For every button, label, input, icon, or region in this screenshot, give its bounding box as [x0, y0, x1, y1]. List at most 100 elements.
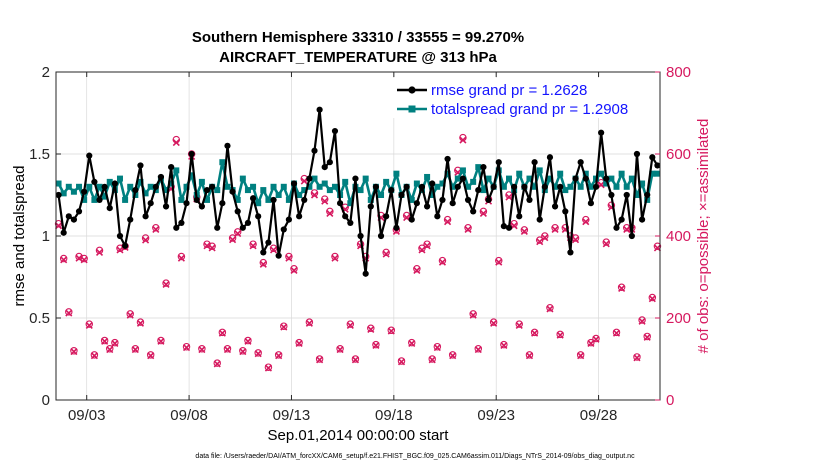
- rmse-point: [142, 213, 149, 220]
- obs-assimilated-marker: [479, 209, 487, 218]
- rmse-point: [347, 219, 354, 226]
- obs-assimilated-marker: [264, 364, 272, 372]
- x-tick-label: 09/03: [68, 407, 106, 424]
- rmse-point: [475, 186, 482, 194]
- totalspread-point: [342, 178, 349, 185]
- obs-assimilated-marker: [208, 244, 216, 252]
- x-tick-label: 09/18: [375, 407, 413, 424]
- obs-assimilated-marker: [111, 339, 119, 347]
- totalspread-point: [598, 170, 605, 177]
- rmse-point: [116, 232, 124, 240]
- totalspread-point: [613, 183, 620, 190]
- obs-assimilated-marker: [152, 225, 160, 234]
- obs-assimilated-marker: [249, 242, 257, 250]
- totalspread-point: [306, 183, 313, 190]
- rmse-point: [326, 159, 333, 166]
- obs-assimilated-marker: [326, 209, 334, 218]
- obs-possible-marker: [233, 228, 242, 236]
- rmse-point: [65, 213, 72, 220]
- totalspread-point: [301, 187, 308, 194]
- obs-assimilated-marker: [116, 246, 124, 254]
- obs-assimilated-marker: [602, 240, 610, 248]
- obs-possible-marker: [387, 326, 396, 335]
- rmse-point: [147, 200, 154, 207]
- obs-possible-marker: [141, 234, 150, 242]
- obs-possible-marker: [515, 320, 523, 328]
- obs-possible-marker: [556, 330, 564, 339]
- rmse-point: [633, 150, 641, 158]
- y-right-tick-label: 400: [666, 228, 691, 245]
- obs-assimilated-marker: [321, 197, 329, 205]
- obs-assimilated-marker: [525, 352, 534, 360]
- rmse-point: [454, 183, 461, 190]
- y-axis-label: rmse and totalspread: [11, 166, 28, 307]
- obs-possible-marker: [551, 224, 559, 232]
- rmse-point: [424, 203, 431, 210]
- rmse-point: [178, 219, 185, 226]
- obs-possible-marker: [228, 234, 237, 242]
- obs-assimilated-marker: [259, 260, 267, 268]
- obs-assimilated-marker: [413, 266, 421, 275]
- rmse-point: [521, 183, 528, 190]
- obs-possible-marker: [75, 252, 83, 261]
- rmse-point: [495, 159, 502, 166]
- obs-assimilated-marker: [551, 225, 559, 234]
- obs-possible-marker: [561, 224, 570, 232]
- obs-assimilated-marker: [142, 236, 150, 244]
- rmse-point: [582, 175, 589, 182]
- obs-assimilated-marker: [571, 236, 580, 244]
- totalspread-point: [285, 196, 292, 203]
- totalspread-point: [562, 187, 569, 194]
- totalspread-point: [434, 183, 441, 190]
- totalspread-point: [475, 164, 482, 171]
- rmse-point: [229, 188, 236, 195]
- rmse-point: [183, 200, 190, 207]
- obs-assimilated-marker: [444, 218, 452, 226]
- totalspread-point: [526, 175, 533, 182]
- totalspread-point: [296, 192, 303, 198]
- obs-assimilated-marker: [229, 236, 237, 244]
- totalspread-point: [198, 178, 205, 185]
- rmse-point: [490, 183, 497, 190]
- totalspread-point: [96, 183, 103, 190]
- rmse-point: [86, 152, 93, 159]
- rmse-point: [587, 200, 594, 207]
- obs-assimilated-marker: [633, 354, 641, 362]
- rmse-point: [137, 162, 144, 169]
- obs-possible-marker: [474, 344, 483, 353]
- obs-assimilated-marker: [556, 331, 564, 339]
- x-axis-label: Sep.01,2014 00:00:00 start: [268, 427, 450, 444]
- obs-assimilated-marker: [459, 136, 467, 144]
- obs-possible-marker: [259, 258, 268, 267]
- obs-possible-marker: [638, 316, 646, 324]
- obs-possible-marker: [213, 359, 221, 367]
- rmse-point: [418, 183, 426, 190]
- obs-assimilated-marker: [54, 222, 63, 230]
- rmse-point: [209, 183, 216, 190]
- rmse-point: [106, 205, 113, 212]
- rmse-point: [296, 213, 303, 220]
- totalspread-point: [639, 180, 646, 187]
- obs-possible-marker: [602, 238, 611, 246]
- totalspread-point: [204, 196, 210, 203]
- obs-assimilated-marker: [520, 227, 528, 236]
- y-tick-label: 1: [42, 228, 50, 245]
- totalspread-point: [55, 180, 62, 187]
- rmse-point: [654, 162, 661, 169]
- totalspread-point: [101, 193, 108, 200]
- totalspread-point: [116, 175, 123, 182]
- rmse-point: [572, 175, 579, 182]
- obs-assimilated-marker: [500, 341, 508, 350]
- obs-possible-marker: [633, 353, 641, 361]
- rmse-point: [168, 164, 175, 171]
- rmse-point: [132, 186, 139, 194]
- obs-possible-marker: [520, 226, 529, 234]
- obs-assimilated-marker: [490, 319, 498, 327]
- obs-assimilated-marker: [147, 352, 155, 360]
- rmse-point: [275, 252, 282, 259]
- obs-assimilated-marker: [95, 248, 104, 256]
- obs-possible-marker: [100, 336, 109, 345]
- rmse-point: [127, 216, 134, 223]
- obs-possible-marker: [407, 338, 416, 347]
- obs-possible-marker: [264, 363, 273, 371]
